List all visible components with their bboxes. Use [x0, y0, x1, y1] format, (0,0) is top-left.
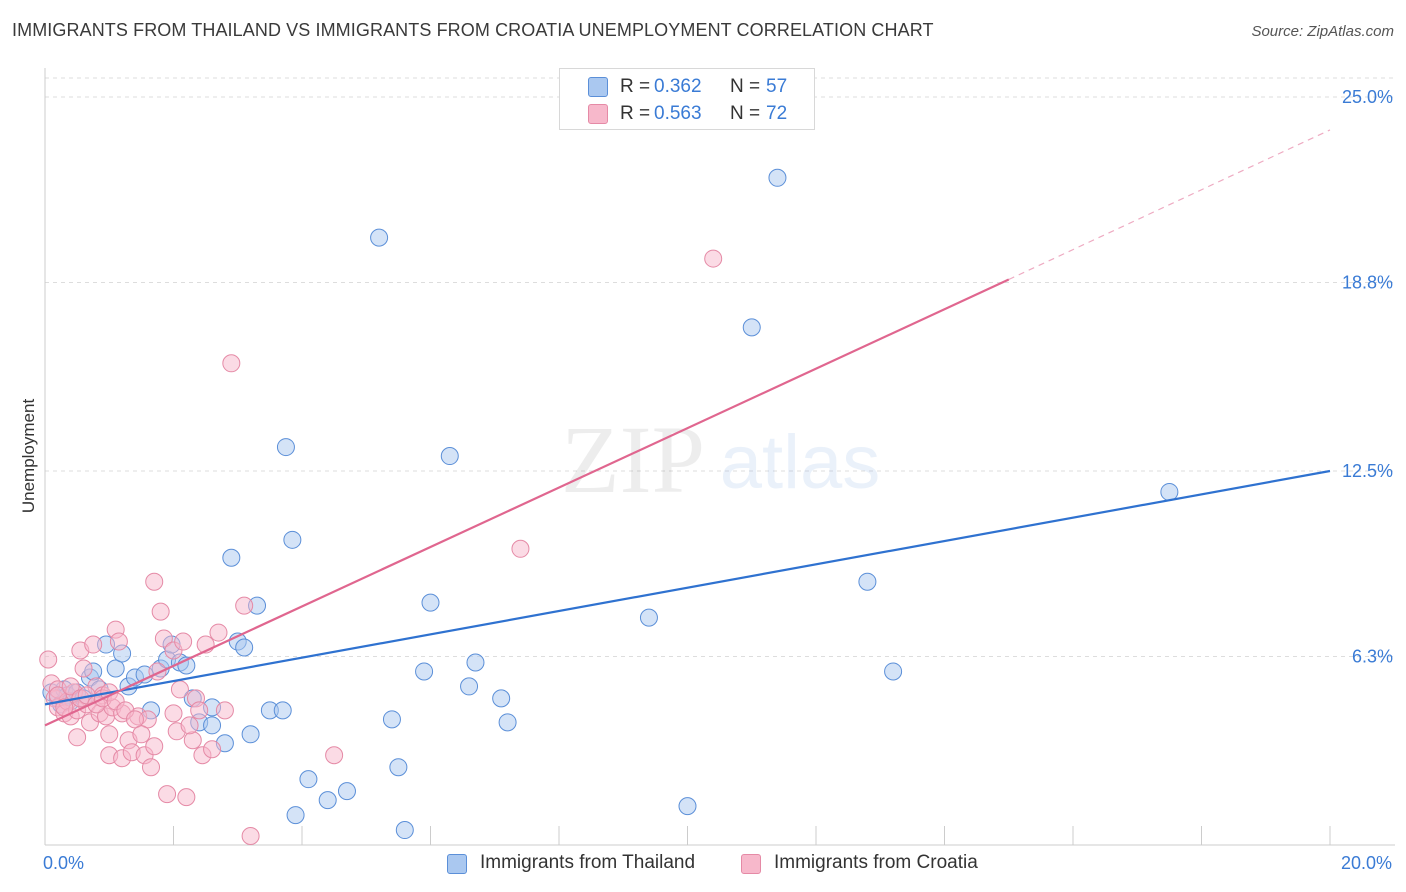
- croatia-point: [190, 701, 209, 720]
- croatia-point: [100, 725, 119, 744]
- thailand-point: [460, 677, 479, 696]
- thailand-point: [286, 806, 305, 825]
- croatia-point: [241, 827, 260, 846]
- croatia-point: [215, 701, 234, 720]
- n-value: 72: [766, 103, 788, 124]
- n-label: N =: [730, 103, 761, 124]
- croatia-point: [704, 249, 723, 268]
- croatia-swatch: [588, 104, 608, 124]
- axes-layer: [44, 68, 1395, 846]
- croatia-point: [154, 629, 173, 648]
- thailand-swatch: [447, 854, 467, 874]
- croatia-point: [142, 758, 161, 777]
- croatia-point: [158, 785, 177, 804]
- watermark: ZIP atlas: [561, 406, 880, 513]
- croatia-point: [183, 731, 202, 750]
- thailand-point: [415, 662, 434, 681]
- croatia-point: [145, 572, 164, 591]
- thailand-point: [421, 593, 440, 612]
- croatia-point: [132, 725, 151, 744]
- thailand-point: [639, 608, 658, 627]
- chart-title: IMMIGRANTS FROM THAILAND VS IMMIGRANTS F…: [12, 20, 934, 40]
- croatia-trend-line: [44, 278, 1010, 727]
- y-tick-label: 12.5%: [1342, 461, 1393, 481]
- croatia-point: [174, 632, 193, 651]
- n-value: 57: [766, 76, 788, 97]
- croatia-point: [177, 788, 196, 807]
- source-label: Source: ZipAtlas.com: [1251, 23, 1394, 40]
- croatia-point: [209, 623, 228, 642]
- croatia-point: [68, 728, 87, 747]
- watermark-zip: ZIP: [561, 406, 705, 513]
- thailand-swatch: [588, 77, 608, 97]
- legend-label: Immigrants from Thailand: [480, 852, 696, 873]
- croatia-point: [109, 632, 128, 651]
- thailand-point: [884, 662, 903, 681]
- thailand-point: [106, 659, 125, 678]
- thailand-point: [440, 447, 459, 466]
- r-label: R =: [620, 76, 651, 97]
- x-tick-label: 20.0%: [1341, 853, 1392, 873]
- trend-layer: [44, 129, 1331, 727]
- thailand-point: [1160, 482, 1179, 501]
- x-tick-label: 0.0%: [43, 853, 84, 873]
- croatia-trend-extension: [1008, 129, 1331, 281]
- legend-label: Immigrants from Croatia: [774, 852, 978, 873]
- croatia-point: [39, 650, 58, 669]
- thailand-point: [370, 228, 389, 247]
- thailand-point: [222, 548, 241, 567]
- r-value: 0.362: [654, 76, 702, 97]
- croatia-point: [74, 659, 93, 678]
- grid-layer: [45, 77, 1395, 658]
- y-tick-label: 25.0%: [1342, 87, 1393, 107]
- points-layer: [39, 168, 1179, 846]
- thailand-trend-line: [44, 469, 1331, 706]
- croatia-point: [180, 716, 199, 735]
- croatia-point: [164, 704, 183, 723]
- series-legend: Immigrants from Thailand Immigrants from…: [0, 850, 1406, 880]
- stats-legend: R = 0.362 N = 57 R = 0.563 N = 72: [559, 68, 815, 130]
- thailand-point: [492, 689, 511, 708]
- y-tick-label: 18.8%: [1342, 273, 1393, 293]
- thailand-point: [678, 797, 697, 816]
- thailand-point: [498, 713, 517, 732]
- croatia-point: [125, 710, 144, 729]
- croatia-point: [145, 737, 164, 756]
- croatia-point: [61, 677, 80, 696]
- croatia-point: [151, 602, 170, 621]
- thailand-point: [395, 821, 414, 840]
- thailand-point: [466, 653, 485, 672]
- thailand-point: [768, 168, 787, 187]
- thailand-point: [337, 782, 356, 801]
- croatia-point: [170, 680, 189, 699]
- thailand-point: [299, 770, 318, 789]
- r-value: 0.563: [654, 103, 702, 124]
- thailand-point: [382, 710, 401, 729]
- labels-layer: 6.3% 12.5% 18.8% 25.0% 0.0% 20.0% Unemployment: [19, 87, 1393, 873]
- thailand-point: [241, 725, 260, 744]
- thailand-point: [389, 758, 408, 777]
- y-axis-title: Unemployment: [19, 399, 38, 514]
- croatia-point: [511, 539, 530, 558]
- croatia-point: [222, 354, 241, 373]
- thailand-point: [858, 572, 877, 591]
- croatia-swatch: [741, 854, 761, 874]
- thailand-point: [273, 701, 292, 720]
- thailand-point: [318, 791, 337, 810]
- y-tick-label: 6.3%: [1352, 647, 1393, 667]
- thailand-point: [235, 638, 254, 657]
- croatia-point: [84, 635, 103, 654]
- thailand-point: [742, 318, 761, 337]
- thailand-point: [203, 716, 222, 735]
- r-label: R =: [620, 103, 651, 124]
- croatia-point: [235, 596, 254, 615]
- croatia-point: [203, 740, 222, 759]
- thailand-point: [276, 438, 295, 457]
- n-label: N =: [730, 76, 761, 97]
- thailand-point: [283, 530, 302, 549]
- croatia-point: [325, 746, 344, 765]
- watermark-atlas: atlas: [720, 420, 881, 505]
